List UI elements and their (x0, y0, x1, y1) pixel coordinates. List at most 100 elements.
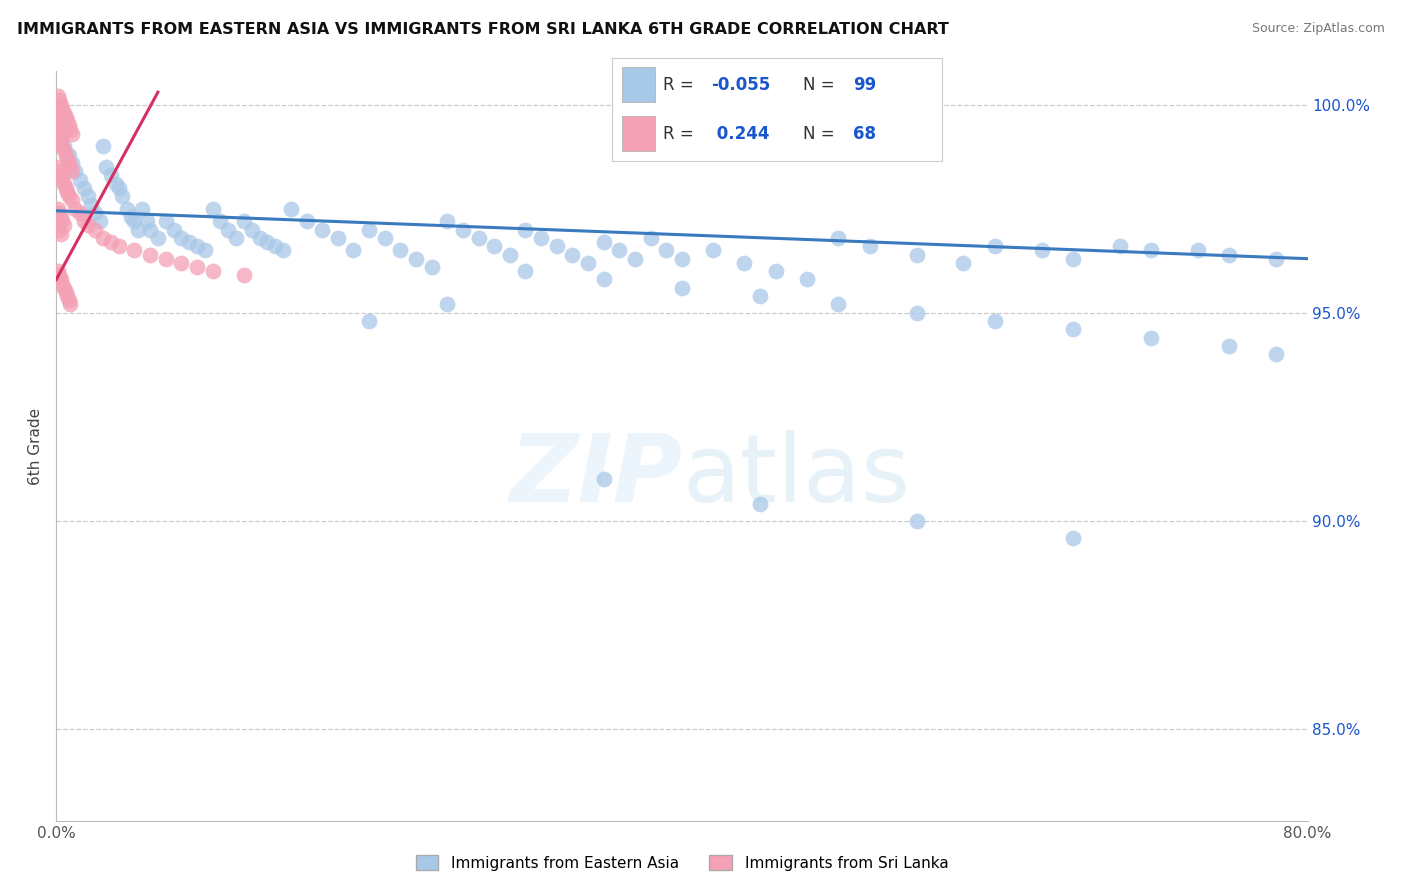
Point (46, 202, 69, 216)
Point (342, 244, 364, 258)
Point (155, 252, 177, 266)
Point (58, 189, 80, 203)
Point (79, 197, 101, 211)
Point (53, 281, 76, 295)
Point (59, 297, 82, 311)
Point (240, 222, 263, 236)
Point (515, 264, 537, 278)
Point (53, 144, 76, 158)
Point (48, 131, 70, 145)
Point (561, 247, 583, 261)
Point (405, 252, 427, 266)
Point (546, 239, 568, 253)
Point (49, 210, 72, 224)
Point (104, 177, 127, 191)
Point (49, 227, 72, 241)
Point (53, 106, 76, 120)
Text: R =: R = (662, 125, 693, 143)
Point (389, 244, 412, 258)
Point (58, 119, 80, 133)
Point (69, 172, 91, 186)
Point (73, 214, 96, 228)
Point (467, 231, 489, 245)
Point (51, 277, 73, 291)
Point (484, 239, 506, 253)
Point (858, 239, 880, 253)
Point (1265, 347, 1288, 361)
Point (374, 231, 396, 245)
Point (233, 214, 256, 228)
Point (51, 139, 73, 153)
Point (1218, 247, 1240, 261)
Point (420, 260, 443, 274)
Point (139, 247, 162, 261)
Point (49, 97, 72, 112)
Point (734, 256, 756, 270)
Point (60, 127, 83, 141)
Point (905, 306, 928, 320)
Point (170, 231, 193, 245)
Point (51, 102, 73, 116)
Point (201, 202, 224, 216)
Point (89, 214, 111, 228)
Point (264, 239, 287, 253)
Point (49, 122, 72, 136)
Point (749, 289, 772, 303)
Point (1062, 322, 1084, 336)
Point (48, 222, 70, 236)
Point (640, 231, 662, 245)
Point (53, 122, 76, 136)
Point (162, 222, 184, 236)
Point (49, 114, 72, 128)
Point (46, 264, 69, 278)
Point (84, 206, 107, 220)
Point (48, 164, 70, 178)
Text: Source: ZipAtlas.com: Source: ZipAtlas.com (1251, 22, 1385, 36)
Point (91, 231, 114, 245)
Point (186, 239, 208, 253)
Point (59, 122, 82, 136)
Point (592, 235, 614, 249)
Point (136, 214, 159, 228)
Point (146, 231, 169, 245)
Point (280, 202, 302, 216)
Point (56, 289, 79, 303)
Point (796, 272, 818, 286)
Point (170, 256, 193, 270)
Point (56, 185, 79, 199)
Text: IMMIGRANTS FROM EASTERN ASIA VS IMMIGRANTS FROM SRI LANKA 6TH GRADE CORRELATION : IMMIGRANTS FROM EASTERN ASIA VS IMMIGRAN… (17, 22, 949, 37)
Point (73, 181, 96, 195)
Point (96, 160, 118, 174)
Point (111, 189, 134, 203)
Point (702, 244, 724, 258)
Point (576, 256, 599, 270)
Point (749, 497, 772, 511)
Point (53, 219, 76, 233)
Point (76, 189, 98, 203)
Point (84, 222, 107, 236)
Point (48, 268, 70, 283)
Text: ZIP: ZIP (509, 430, 682, 522)
Point (311, 222, 333, 236)
Point (201, 264, 224, 278)
Text: 0.244: 0.244 (710, 125, 769, 143)
Point (46, 89, 69, 103)
Point (56, 114, 79, 128)
Point (49, 135, 72, 149)
Point (48, 119, 70, 133)
Point (53, 177, 76, 191)
Point (1265, 252, 1288, 266)
Point (46, 160, 69, 174)
Point (48, 110, 70, 124)
Point (451, 222, 474, 236)
Point (952, 256, 974, 270)
Point (63, 202, 86, 216)
Point (108, 181, 131, 195)
Point (905, 247, 928, 261)
Legend: Immigrants from Eastern Asia, Immigrants from Sri Lanka: Immigrants from Eastern Asia, Immigrants… (409, 848, 955, 877)
Point (46, 106, 69, 120)
Point (827, 231, 849, 245)
Point (515, 222, 537, 236)
Point (58, 156, 80, 170)
Point (127, 222, 149, 236)
